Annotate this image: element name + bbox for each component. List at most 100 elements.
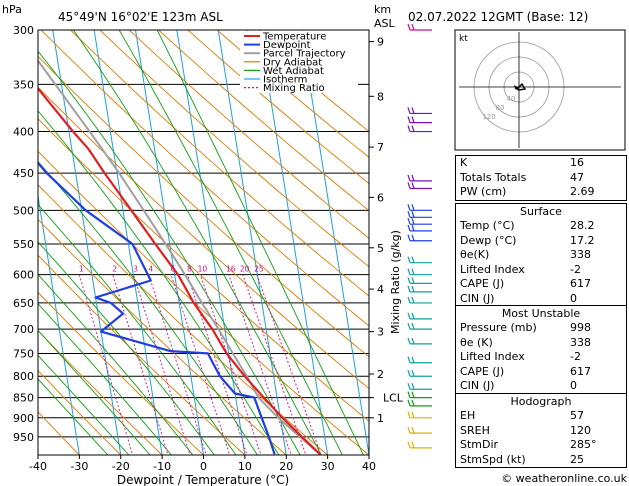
hodo_table-row: StmSpd (kt) 25 bbox=[456, 453, 626, 468]
most_unstable-row: Lifted Index -2 bbox=[456, 350, 626, 365]
altitude-tick-label: 1 bbox=[377, 412, 384, 425]
dry-adiabat bbox=[38, 291, 205, 455]
wind-barb bbox=[407, 107, 432, 115]
most_unstable-row-value: -2 bbox=[570, 350, 581, 364]
wind-barb bbox=[407, 268, 432, 276]
dry-adiabat bbox=[38, 330, 163, 455]
indices-row-label: Totals Totals bbox=[460, 170, 527, 184]
altitude-tick-label: 7 bbox=[377, 141, 384, 154]
altitude-tick-label: 8 bbox=[377, 90, 384, 103]
indices-row-label: K bbox=[460, 156, 468, 169]
legend-entry: Wet Adiabat bbox=[263, 66, 324, 77]
dry-adiabat bbox=[157, 30, 369, 212]
wind-barb bbox=[407, 426, 432, 434]
pressure-tick-label: 650 bbox=[13, 297, 34, 310]
wind-barb bbox=[407, 391, 432, 399]
x-tick-label: -20 bbox=[112, 460, 130, 473]
series-dewpoint bbox=[38, 161, 276, 455]
altitude-unit-km: km bbox=[374, 3, 391, 16]
wet-adiabat bbox=[156, 30, 364, 455]
altitude-tick-label: 9 bbox=[377, 36, 384, 49]
mixing-ratio-line bbox=[112, 274, 169, 455]
pressure-tick-label: 500 bbox=[13, 204, 34, 217]
wet-adiabat bbox=[38, 354, 130, 455]
mixing-ratio-label: 16 bbox=[226, 265, 236, 274]
most_unstable-row: θe (K) 338 bbox=[456, 336, 626, 351]
most_unstable-row: Pressure (mb) 998 bbox=[456, 321, 626, 336]
x-tick-label: 40 bbox=[362, 460, 376, 473]
most_unstable-row-value: 0 bbox=[570, 379, 577, 393]
isotherm bbox=[52, 30, 122, 455]
wind-barb bbox=[407, 224, 432, 232]
chart-series bbox=[38, 59, 321, 455]
wind-barbs bbox=[407, 23, 432, 449]
chart-grid bbox=[38, 30, 369, 455]
isotherm bbox=[217, 30, 287, 455]
series-temperature bbox=[38, 86, 321, 455]
altitude-tick-label: 5 bbox=[377, 242, 384, 255]
x-tick-label: 20 bbox=[279, 460, 293, 473]
hodo_table-row: StmDir 285° bbox=[456, 438, 626, 453]
hodograph-ring-label: 120 bbox=[482, 113, 495, 121]
dry-adiabat bbox=[38, 118, 369, 422]
mixing-ratio-line bbox=[148, 274, 207, 455]
surface-row-label: θe(K) bbox=[460, 248, 490, 262]
surface-row-label: CIN (J) bbox=[460, 291, 495, 305]
wind-barb bbox=[407, 125, 432, 133]
copyright-footer: © weatheronline.co.uk bbox=[501, 472, 627, 485]
wet-adiabat bbox=[38, 303, 172, 455]
wind-barb bbox=[407, 256, 432, 264]
surface-row-value: 338 bbox=[570, 248, 591, 262]
indices-panel: K 16 Totals Totals 47 PW (cm) 2.69 bbox=[455, 155, 627, 201]
wind-barb bbox=[407, 337, 432, 345]
wet-adiabat bbox=[38, 110, 280, 455]
hodo_table-row-value: 57 bbox=[570, 409, 584, 422]
dry-adiabat bbox=[38, 218, 287, 455]
surface-row: Temp (°C) 28.2 bbox=[456, 219, 626, 234]
mixing-ratio-label: 10 bbox=[198, 265, 208, 274]
pressure-unit-label: hPa bbox=[2, 3, 22, 16]
pressure-tick-label: 550 bbox=[13, 238, 34, 251]
pressure-tick-label: 700 bbox=[13, 323, 34, 336]
most_unstable-row-value: 617 bbox=[570, 364, 591, 378]
hodo_table-row-value: 120 bbox=[570, 423, 591, 437]
x-tick-label: -30 bbox=[70, 460, 88, 473]
hodo_table-row-label: SREH bbox=[460, 423, 490, 437]
wind-barb bbox=[407, 411, 432, 419]
isotherm bbox=[38, 193, 80, 455]
surface-row-value: 17.2 bbox=[570, 233, 595, 247]
most_unstable-row-label: Pressure (mb) bbox=[460, 321, 537, 334]
mixing-ratio-label: 20 bbox=[240, 265, 250, 274]
wind-barb bbox=[407, 312, 432, 320]
surface-title: Surface bbox=[520, 205, 562, 218]
isotherm bbox=[176, 30, 246, 455]
altitude-unit-asl: ASL bbox=[374, 17, 396, 30]
altitude-tick-label: 6 bbox=[377, 191, 384, 204]
pressure-tick-label: 750 bbox=[13, 347, 34, 360]
pressure-tick-label: 400 bbox=[13, 126, 34, 139]
indices-row-label: PW (cm) bbox=[460, 185, 507, 199]
hodograph-table-panel: Hodograph EH 57 SREH 120 StmDir 285° StmSpd (k… bbox=[455, 393, 627, 469]
hodo_table-row-label: StmSpd (kt) bbox=[460, 452, 526, 466]
wind-barb bbox=[407, 296, 432, 304]
isotherm bbox=[93, 30, 163, 455]
wind-barb bbox=[407, 204, 432, 211]
wind-barb bbox=[407, 234, 432, 242]
dry-adiabat bbox=[38, 254, 246, 455]
dry-adiabat bbox=[38, 369, 122, 455]
wet-adiabat bbox=[72, 30, 322, 455]
wind-barb bbox=[407, 211, 432, 218]
mixing-ratio-line bbox=[228, 274, 292, 455]
dry-adiabat bbox=[216, 30, 369, 158]
mixing-ratio-label: 25 bbox=[254, 265, 264, 274]
wind-barb bbox=[407, 356, 432, 364]
wet-adiabat bbox=[38, 378, 109, 455]
surface-row-label: Dewp (°C) bbox=[460, 233, 517, 247]
surface-panel: Surface Temp (°C) 28.2 Dewp (°C) 17.2 θe(K) 3… bbox=[455, 203, 627, 308]
altitude-tick-label: LCL bbox=[383, 392, 404, 405]
surface-row: Lifted Index -2 bbox=[456, 263, 626, 278]
wet-adiabat bbox=[38, 241, 215, 455]
indices-row-value: 2.69 bbox=[570, 185, 595, 199]
wet-adiabat bbox=[38, 50, 301, 455]
